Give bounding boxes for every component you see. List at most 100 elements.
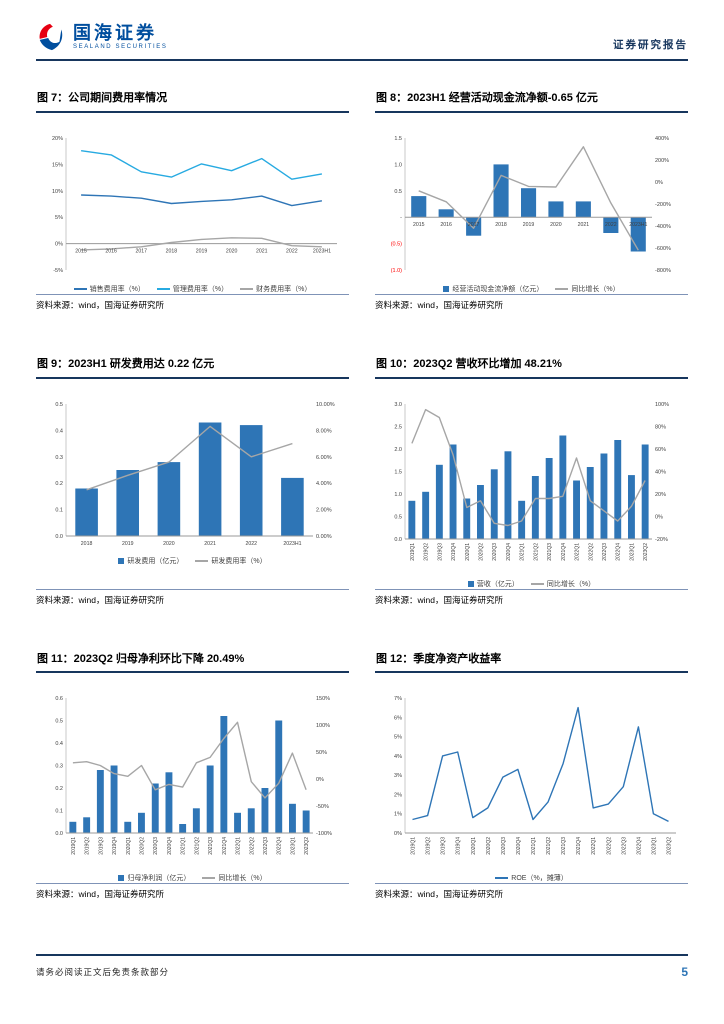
svg-text:2019Q3: 2019Q3 — [441, 837, 447, 855]
svg-text:2020Q2: 2020Q2 — [486, 837, 492, 855]
legend-item: 营收（亿元） — [467, 579, 519, 589]
svg-text:2021: 2021 — [204, 541, 216, 547]
svg-text:200%: 200% — [655, 158, 669, 164]
svg-text:0.3: 0.3 — [55, 454, 63, 460]
svg-text:2020Q3: 2020Q3 — [153, 837, 159, 855]
svg-text:2019Q2: 2019Q2 — [424, 542, 430, 560]
legend-label: 同比增长（%） — [546, 580, 596, 588]
svg-text:80%: 80% — [655, 424, 666, 430]
svg-text:(1.0): (1.0) — [391, 268, 402, 274]
svg-text:0.2: 0.2 — [55, 786, 63, 792]
svg-text:2021Q4: 2021Q4 — [222, 837, 228, 855]
svg-text:0.1: 0.1 — [55, 809, 63, 815]
brand: 国海证券 SEALAND SECURITIES — [36, 22, 167, 52]
svg-text:5%: 5% — [55, 215, 63, 221]
legend-label: 经营活动现金流净额（亿元） — [452, 285, 544, 293]
brand-text: 国海证券 SEALAND SECURITIES — [73, 24, 167, 50]
legend-item: 同比增长（%） — [202, 873, 267, 883]
svg-text:4%: 4% — [394, 754, 402, 760]
svg-text:2017: 2017 — [136, 248, 148, 254]
legend-item: 经营活动现金流净额（亿元） — [443, 284, 543, 294]
svg-text:2%: 2% — [394, 793, 402, 799]
chart-legend: 销售费用率（%） 管理费用率（%） 财务费用率（%） — [36, 284, 349, 294]
svg-text:2021Q2: 2021Q2 — [533, 542, 539, 560]
svg-text:(0.5): (0.5) — [391, 241, 402, 247]
figure-8-source: 资料来源：wind，国海证券研究所 — [375, 293, 688, 311]
doc-type-label: 证券研究报告 — [613, 39, 688, 51]
figure-10-source: 资料来源：wind，国海证券研究所 — [375, 588, 688, 606]
legend-label: 归母净利润（亿元） — [127, 875, 191, 883]
figure-8-title: 图 8：2023H1 经营活动现金流净额-0.65 亿元 — [375, 90, 688, 113]
svg-text:2022Q1: 2022Q1 — [575, 542, 581, 560]
bar-series — [75, 422, 304, 536]
svg-text:2022Q3: 2022Q3 — [602, 542, 608, 560]
legend-line-swatch-icon — [495, 877, 509, 880]
svg-text:8.00%: 8.00% — [316, 428, 332, 434]
line-series — [412, 707, 669, 823]
figure-7-title: 图 7：公司期间费用率情况 — [36, 90, 349, 113]
svg-text:40%: 40% — [655, 469, 666, 475]
svg-text:2023Q1: 2023Q1 — [651, 837, 657, 855]
svg-text:7%: 7% — [394, 696, 402, 702]
svg-text:2019: 2019 — [523, 222, 535, 228]
svg-text:2019Q2: 2019Q2 — [426, 837, 432, 855]
figure-8-chart: 1.5 1.0 0.5 - (0.5) (1.0) 400% 200% 0% -200% -400%… — [375, 124, 688, 294]
svg-text:1.0: 1.0 — [394, 162, 402, 168]
legend-line-swatch-icon — [156, 287, 170, 290]
svg-text:2022: 2022 — [245, 541, 257, 547]
svg-text:2019Q1: 2019Q1 — [411, 837, 417, 855]
svg-text:2021: 2021 — [256, 248, 268, 254]
svg-text:2018: 2018 — [81, 541, 93, 547]
svg-text:2019Q3: 2019Q3 — [437, 542, 443, 560]
svg-text:2021Q2: 2021Q2 — [194, 837, 200, 855]
figure-7: 图 7：公司期间费用率情况 20% 15% 10% 5% 0% -5% 2015 2016 20… — [36, 79, 349, 311]
svg-text:2022: 2022 — [286, 248, 298, 254]
svg-text:2022Q2: 2022Q2 — [588, 542, 594, 560]
page-number: 5 — [681, 965, 688, 979]
svg-text:0.6: 0.6 — [55, 696, 63, 702]
svg-text:1.5: 1.5 — [394, 136, 402, 142]
svg-text:2022Q1: 2022Q1 — [236, 837, 242, 855]
svg-text:2020Q3: 2020Q3 — [492, 542, 498, 560]
svg-text:2019Q4: 2019Q4 — [112, 837, 118, 855]
chart-legend: 研发费用（亿元） 研发费用率（%） — [36, 556, 349, 566]
chart-svg: 3.0 2.5 2.0 1.5 1.0 0.5 0.0 100% 80% 60% 40% 20% 0% -… — [394, 402, 669, 561]
legend-label: 同比增长（%） — [571, 285, 620, 293]
line-series — [418, 145, 639, 251]
svg-text:6%: 6% — [394, 716, 402, 722]
legend-item: 管理费用率（%） — [156, 284, 228, 294]
svg-text:3%: 3% — [394, 773, 402, 779]
svg-text:0.5: 0.5 — [394, 514, 402, 520]
svg-text:2018: 2018 — [495, 222, 507, 228]
svg-text:2022: 2022 — [605, 222, 617, 228]
svg-text:2020Q1: 2020Q1 — [465, 542, 471, 560]
report-footer: 请务必阅读正文后免责条款部分 5 — [36, 954, 688, 979]
svg-text:15%: 15% — [52, 162, 63, 168]
svg-text:2022Q2: 2022Q2 — [606, 837, 612, 855]
svg-text:2020Q4: 2020Q4 — [516, 837, 522, 855]
chart-svg: 0.6 0.5 0.4 0.3 0.2 0.1 0.0 150% 100% 50% 0% -50% -1… — [55, 696, 332, 855]
legend-item: 同比增长（%） — [530, 579, 596, 589]
figure-11-chart: 0.6 0.5 0.4 0.3 0.2 0.1 0.0 150% 100% 50% 0% -50% -1… — [36, 684, 349, 883]
svg-text:2017: 2017 — [468, 222, 480, 228]
svg-text:0.5: 0.5 — [55, 402, 63, 408]
figure-12-title: 图 12：季度净资产收益率 — [375, 651, 688, 674]
svg-text:2020: 2020 — [550, 222, 562, 228]
figure-9-title: 图 9：2023H1 研发费用达 0.22 亿元 — [36, 356, 349, 379]
legend-label: 研发费用（亿元） — [127, 557, 184, 565]
legend-item: 财务费用率（%） — [240, 284, 311, 294]
svg-text:2023Q2: 2023Q2 — [304, 837, 310, 855]
svg-text:2019Q4: 2019Q4 — [456, 837, 462, 855]
line-series — [411, 408, 646, 526]
line-series — [81, 194, 323, 207]
svg-text:2016: 2016 — [440, 222, 452, 228]
svg-text:2023H1: 2023H1 — [283, 541, 301, 547]
svg-text:20%: 20% — [655, 492, 666, 498]
svg-text:2015: 2015 — [75, 248, 87, 254]
svg-text:2019Q1: 2019Q1 — [410, 542, 416, 560]
svg-text:2022Q3: 2022Q3 — [263, 837, 269, 855]
chart-svg: 7% 6% 5% 4% 3% 2% 1% 0% 2019Q1 2019Q2 2019Q3 2019Q4… — [394, 696, 676, 855]
legend-label: 研发费用率（%） — [211, 557, 267, 565]
svg-text:2020Q1: 2020Q1 — [471, 837, 477, 855]
brand-subtitle: SEALAND SECURITIES — [73, 44, 168, 50]
